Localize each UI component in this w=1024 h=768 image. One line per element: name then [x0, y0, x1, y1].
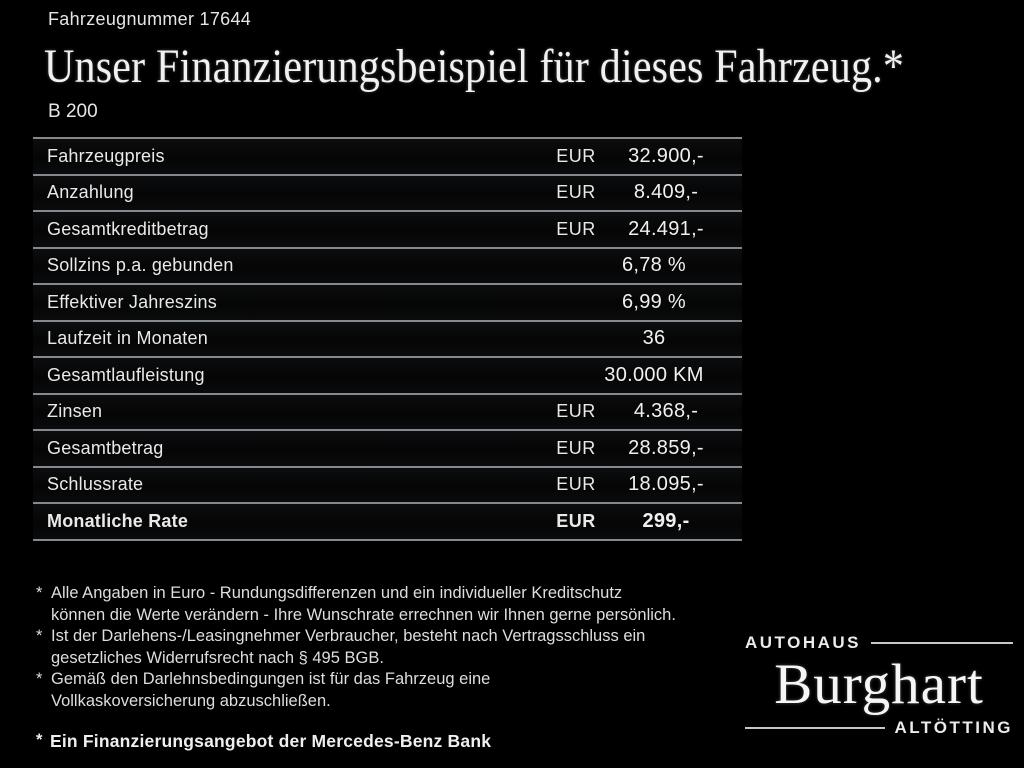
row-currency: EUR	[556, 474, 596, 495]
row-label: Monatliche Rate	[47, 510, 189, 531]
row-currency: EUR	[556, 182, 596, 203]
footnote-marker: *	[36, 627, 43, 645]
footnote-line: Alle Angaben in Euro - Rundungsdifferenz…	[51, 584, 623, 602]
footnote-marker: *	[36, 670, 43, 688]
table-row: Laufzeit in Monaten 36	[33, 319, 742, 356]
footnote-line: Ist der Darlehens-/Leasingnehmer Verbrau…	[51, 627, 646, 645]
row-value: 4.368,-	[633, 400, 699, 423]
row-label: Gesamtkreditbetrag	[47, 218, 209, 239]
page-title: Unser Finanzierungsbeispiel für dieses F…	[44, 41, 905, 94]
vehicle-number: Fahrzeugnummer 17644	[48, 9, 252, 29]
table-row: Gesamtbetrag EUR 28.859,-	[33, 429, 742, 466]
finance-table: Fahrzeugpreis EUR 32.900,- Anzahlung EUR 8.40…	[33, 137, 742, 541]
row-value: 28.859,-	[628, 436, 704, 459]
row-currency: EUR	[556, 401, 596, 422]
footnotes: * Alle Angaben in Euro - Rundungsdifferen…	[36, 583, 760, 712]
footnote: * Gemäß den Darlehnsbedingungen ist für d…	[36, 669, 760, 712]
table-row: Gesamtlaufleistung 30.000 KM	[33, 356, 742, 393]
row-value: 36	[642, 327, 666, 350]
row-currency: EUR	[556, 510, 596, 531]
row-label: Gesamtlaufleistung	[47, 364, 205, 385]
table-row: Zinsen EUR 4.368,-	[33, 392, 742, 429]
row-currency: EUR	[556, 218, 596, 239]
dealer-logo-top-row: AUTOHAUS	[745, 633, 1013, 653]
table-row: Anzahlung EUR 8.409,-	[33, 173, 742, 210]
row-label: Sollzins p.a. gebunden	[47, 255, 234, 276]
table-row: Fahrzeugpreis EUR 32.900,-	[33, 137, 742, 174]
row-label: Schlussrate	[47, 474, 144, 495]
row-value: 18.095,-	[628, 473, 704, 496]
table-row: Effektiver Jahreszins 6,99 %	[33, 283, 742, 320]
row-value: 32.900,-	[628, 144, 704, 167]
dealer-logo-autohaus-label: AUTOHAUS	[745, 633, 862, 652]
row-currency: EUR	[556, 145, 596, 166]
table-row: Schlussrate EUR 18.095,-	[33, 465, 742, 502]
footnote-line: können die Werte verändern - Ihre Wunsch…	[51, 605, 676, 624]
row-currency: EUR	[556, 437, 596, 458]
table-row: Sollzins p.a. gebunden 6,78 %	[33, 246, 742, 283]
row-value: 30.000 KM	[604, 363, 704, 386]
footnote-line: gesetzliches Widerrufsrecht nach § 495 B…	[51, 648, 384, 667]
row-value: 8.409,-	[633, 181, 699, 204]
footnote-text: Gemäß den Darlehnsbedingungen ist für da…	[51, 669, 760, 712]
footnote-line: Vollkaskoversicherung abzuschließen.	[51, 691, 331, 710]
row-label: Gesamtbetrag	[47, 437, 164, 458]
dealer-logo-name: Burghart	[774, 653, 984, 716]
dealer-logo: AUTOHAUS Burghart ALTÖTTING	[745, 633, 1013, 738]
table-row: Monatliche Rate EUR 299,-	[33, 502, 742, 539]
footnote-text: Ist der Darlehens-/Leasingnehmer Verbrau…	[51, 626, 760, 669]
row-label: Fahrzeugpreis	[47, 145, 165, 166]
financing-bank-note-text: Ein Finanzierungsangebot der Mercedes-Be…	[50, 731, 492, 751]
footnote-line: Gemäß den Darlehnsbedingungen ist für da…	[51, 670, 491, 688]
row-value: 299,-	[642, 509, 690, 532]
financing-bank-note: * Ein Finanzierungsangebot der Mercedes-…	[36, 731, 491, 752]
row-label: Anzahlung	[47, 182, 134, 203]
dealer-logo-altoetting-label: ALTÖTTING	[894, 717, 1013, 737]
table-row: Gesamtkreditbetrag EUR 24.491,-	[33, 210, 742, 247]
footnote: * Ist der Darlehens-/Leasingnehmer Verbra…	[36, 626, 760, 669]
footnote-marker: *	[36, 584, 43, 602]
row-value: 6,78 %	[621, 254, 687, 277]
footnote-marker: *	[36, 731, 43, 749]
footnote-text: Alle Angaben in Euro - Rundungsdifferenz…	[51, 583, 760, 626]
dealer-logo-bottom-row: ALTÖTTING	[745, 718, 1013, 738]
logo-rule-bottom	[745, 726, 885, 729]
row-label: Effektiver Jahreszins	[47, 291, 217, 312]
row-value: 6,99 %	[621, 290, 687, 313]
row-label: Laufzeit in Monaten	[47, 328, 208, 349]
footnote: * Alle Angaben in Euro - Rundungsdifferen…	[36, 583, 760, 626]
row-value: 24.491,-	[628, 217, 704, 240]
row-label: Zinsen	[47, 401, 103, 422]
logo-rule-top	[871, 642, 1013, 644]
vehicle-model: B 200	[48, 101, 98, 122]
